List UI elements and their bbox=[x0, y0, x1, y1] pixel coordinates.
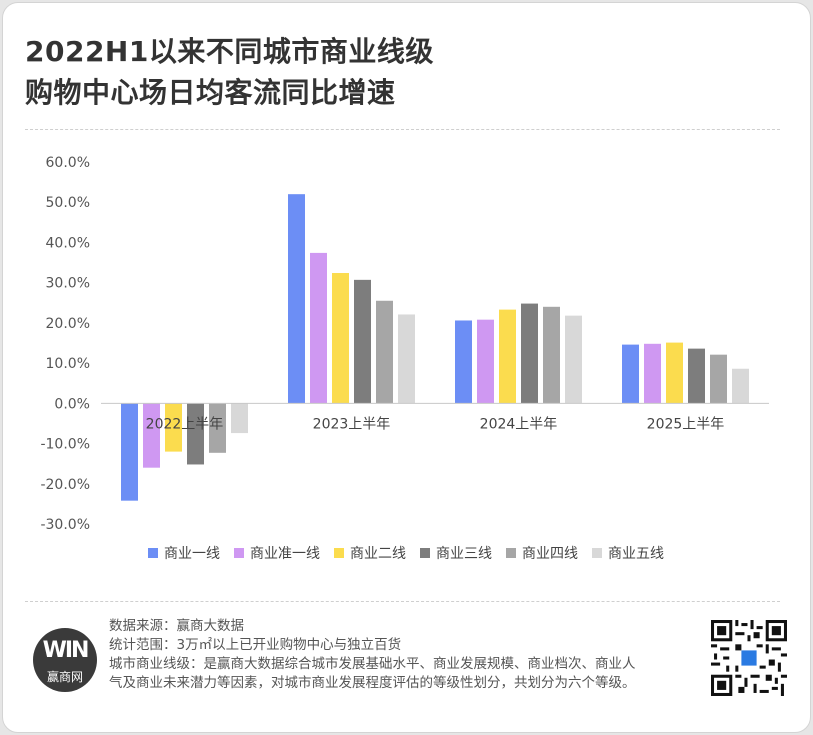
bar bbox=[732, 368, 749, 404]
footer-notes: 数据来源：赢商大数据 统计范围：3万㎡以上已开业购物中心与独立百货 城市商业线级… bbox=[109, 617, 639, 693]
top-divider bbox=[25, 129, 780, 130]
legend-label: 商业三线 bbox=[436, 546, 492, 562]
legend-swatch bbox=[334, 548, 344, 558]
chart-title-line1: 2022H1以来不同城市商业线级 bbox=[25, 35, 434, 68]
legend-label: 商业准一线 bbox=[250, 546, 320, 562]
linelevel-definition: 城市商业线级：是赢商大数据综合城市发展基础水平、商业发展规模、商业档次、商业人气… bbox=[109, 656, 636, 691]
y-tick-label: 50.0% bbox=[46, 195, 90, 211]
legend-swatch bbox=[148, 548, 158, 558]
chart-title: 2022H1以来不同城市商业线级 购物中心场日均客流同比增速 bbox=[25, 31, 434, 113]
x-category-label: 2023上半年 bbox=[313, 416, 391, 432]
y-tick-label: 0.0% bbox=[54, 396, 90, 412]
bar bbox=[288, 194, 305, 404]
bar bbox=[187, 403, 204, 465]
y-tick-label: 40.0% bbox=[46, 235, 90, 251]
y-tick-label: 60.0% bbox=[46, 155, 90, 171]
bottom-divider bbox=[25, 601, 780, 602]
bar bbox=[354, 279, 371, 404]
y-tick-label: 20.0% bbox=[46, 316, 90, 332]
legend-swatch bbox=[420, 548, 430, 558]
bar bbox=[622, 344, 639, 404]
bar bbox=[688, 348, 705, 404]
legend-swatch bbox=[506, 548, 516, 558]
legend-label: 商业四线 bbox=[522, 546, 578, 562]
chart-title-line2: 购物中心场日均客流同比增速 bbox=[25, 76, 396, 109]
bar bbox=[121, 403, 138, 501]
bar bbox=[644, 343, 661, 404]
bar bbox=[165, 403, 182, 452]
bar bbox=[666, 342, 683, 404]
bar bbox=[477, 319, 494, 404]
bar bbox=[398, 314, 415, 404]
legend-swatch bbox=[234, 548, 244, 558]
bar bbox=[565, 315, 582, 404]
bar bbox=[499, 309, 516, 404]
x-category-label: 2025上半年 bbox=[647, 416, 725, 432]
legend-swatch bbox=[592, 548, 602, 558]
logo-mark: WIN bbox=[42, 638, 90, 663]
bar bbox=[231, 403, 248, 434]
bar bbox=[332, 273, 349, 404]
qr-code-icon bbox=[711, 620, 787, 696]
legend-label: 商业一线 bbox=[164, 546, 220, 562]
bar bbox=[376, 300, 393, 404]
legend-label: 商业二线 bbox=[350, 546, 406, 562]
x-category-label: 2024上半年 bbox=[480, 416, 558, 432]
bar bbox=[543, 306, 560, 404]
bar bbox=[455, 320, 472, 404]
data-scope: 统计范围：3万㎡以上已开业购物中心与独立百货 bbox=[109, 637, 402, 653]
bar bbox=[143, 403, 160, 468]
bar-chart: 60.0% 50.0% 40.0% 30.0% 20.0% 10.0% 0.0% -10.0%… bbox=[40, 155, 769, 562]
logo-name: 赢商网 bbox=[46, 670, 83, 684]
y-tick-label: -10.0% bbox=[40, 437, 90, 453]
data-source: 数据来源：赢商大数据 bbox=[109, 618, 244, 634]
bar bbox=[521, 303, 538, 404]
y-tick-label: -30.0% bbox=[40, 517, 90, 533]
bar bbox=[209, 403, 226, 453]
y-tick-label: 30.0% bbox=[46, 276, 90, 292]
winshang-logo: WIN 赢商网 bbox=[33, 628, 97, 692]
y-tick-label: -20.0% bbox=[40, 477, 90, 493]
bar bbox=[310, 252, 327, 404]
y-tick-label: 10.0% bbox=[46, 356, 90, 372]
bar bbox=[710, 354, 727, 404]
legend-label: 商业五线 bbox=[608, 546, 664, 562]
x-category-label: 2022上半年 bbox=[146, 416, 224, 432]
